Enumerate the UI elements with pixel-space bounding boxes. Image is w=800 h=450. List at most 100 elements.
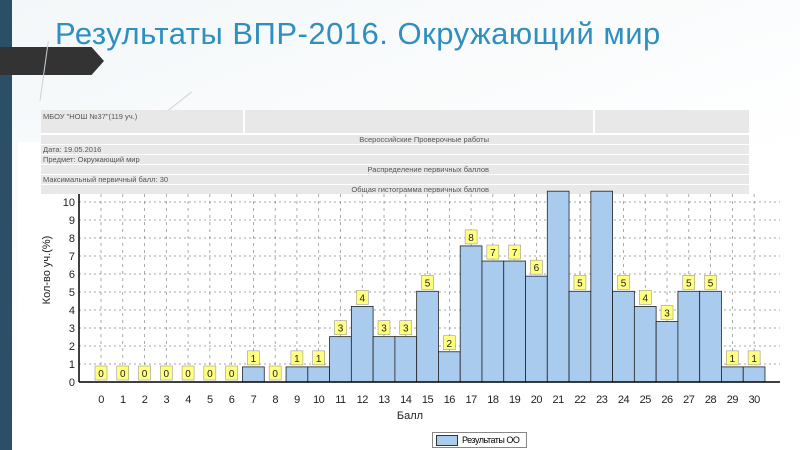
- data-label: 3: [664, 309, 670, 320]
- data-label-box: [573, 275, 587, 290]
- data-label-box: [181, 365, 195, 381]
- y-tick-label: 0: [69, 377, 75, 389]
- bar: [459, 245, 483, 383]
- data-label-box: [617, 275, 630, 290]
- legend-label: Результаты ОО: [462, 435, 520, 445]
- x-tick-label: 29: [727, 394, 739, 406]
- bar: [416, 290, 439, 383]
- x-tick-label: 4: [185, 394, 191, 406]
- data-label-box: [747, 350, 761, 366]
- y-tick-label: 9: [69, 215, 75, 227]
- data-label-box: [530, 259, 543, 275]
- data-label-box: [639, 290, 652, 305]
- data-label-box: [247, 350, 260, 366]
- data-label: 0: [207, 369, 213, 380]
- data-label: 5: [577, 278, 583, 289]
- x-tick-label: 15: [422, 394, 434, 406]
- data-label: 1: [316, 354, 322, 365]
- x-tick-label: 11: [335, 394, 346, 406]
- data-label-box: [312, 350, 325, 366]
- data-label: 0: [98, 369, 104, 380]
- x-tick-label: 28: [705, 394, 717, 406]
- data-label: 0: [229, 369, 235, 380]
- x-tick-label: 14: [400, 394, 412, 406]
- bar: [285, 366, 309, 383]
- x-tick-label: 17: [465, 394, 477, 406]
- bar: [350, 305, 374, 383]
- data-label: 0: [164, 369, 170, 380]
- bar: [242, 366, 265, 383]
- data-label-box: [225, 365, 238, 381]
- y-tick-label: 10: [63, 197, 75, 209]
- x-tick-label: 21: [553, 394, 565, 406]
- data-label-box: [355, 290, 369, 305]
- bar: [612, 290, 635, 383]
- x-tick-label: 23: [596, 394, 608, 406]
- data-label: 5: [425, 278, 431, 289]
- chart-legend: Результаты ОО: [432, 432, 527, 448]
- bar: [633, 305, 657, 383]
- data-label-box: [377, 320, 391, 335]
- data-label: 1: [730, 354, 736, 365]
- y-tick-label: 5: [69, 287, 75, 299]
- data-label-box: [682, 275, 696, 290]
- data-label: 7: [512, 248, 518, 259]
- x-tick-label: 3: [163, 394, 169, 406]
- bar: [742, 366, 766, 383]
- data-label-box: [290, 350, 304, 366]
- report-date: Дата: 19.05.2016: [41, 145, 749, 155]
- y-axis-title: Кол-во уч.(%): [41, 236, 53, 305]
- data-label-box: [160, 365, 173, 381]
- data-label-box: [704, 275, 717, 290]
- y-tick-label: 1: [69, 359, 75, 371]
- data-label: 0: [185, 369, 191, 380]
- report-subject: Предмет: Окружающий мир: [41, 155, 749, 165]
- report-section: Распределение первичных баллов: [41, 165, 749, 175]
- bar: [372, 336, 396, 383]
- x-axis-title: Балл: [397, 410, 423, 422]
- data-label: 1: [751, 354, 757, 365]
- data-label: 5: [621, 278, 627, 289]
- data-label-box: [116, 365, 130, 381]
- y-tick-label: 7: [69, 251, 75, 263]
- x-tick-label: 9: [294, 394, 300, 406]
- data-label-box: [203, 365, 217, 381]
- x-tick-label: 1: [120, 394, 126, 406]
- data-label: 3: [338, 324, 344, 335]
- data-label: 3: [381, 324, 387, 335]
- empty-cell: [245, 110, 595, 133]
- data-label: 2: [447, 339, 453, 350]
- slide-arrow-decoration: [0, 47, 104, 75]
- x-tick-label: 30: [748, 394, 760, 406]
- data-label: 8: [468, 233, 474, 244]
- report-header: Всероссийские Проверочные работы: [41, 135, 749, 145]
- bar: [677, 290, 701, 383]
- bar: [481, 260, 505, 383]
- bar: [590, 190, 613, 383]
- data-label-box: [486, 244, 500, 260]
- bar: [721, 366, 744, 383]
- x-tick-label: 10: [313, 394, 325, 406]
- slide-title: Результаты ВПР-2016. Окружающий мир: [55, 16, 661, 51]
- data-label-box: [726, 350, 739, 366]
- data-label: 4: [359, 293, 365, 304]
- report-max-score: Максимальный первичный балл: 30: [41, 175, 749, 185]
- y-tick-label: 6: [69, 269, 75, 281]
- chart-caption: Общая гистограмма первичных баллов: [41, 185, 749, 195]
- data-label-box: [94, 365, 108, 381]
- bar: [438, 351, 461, 383]
- data-label-box: [334, 320, 347, 335]
- bar: [329, 336, 352, 383]
- x-tick-label: 8: [272, 394, 278, 406]
- bar: [546, 190, 570, 383]
- x-tick-label: 7: [251, 394, 257, 406]
- slide-side-stripe: [0, 0, 12, 450]
- data-label: 6: [534, 263, 540, 274]
- x-tick-label: 16: [444, 394, 456, 406]
- bar: [568, 290, 592, 383]
- data-label: 5: [708, 278, 714, 289]
- data-label-box: [660, 305, 674, 320]
- data-label-box: [399, 320, 413, 335]
- bar: [503, 260, 526, 383]
